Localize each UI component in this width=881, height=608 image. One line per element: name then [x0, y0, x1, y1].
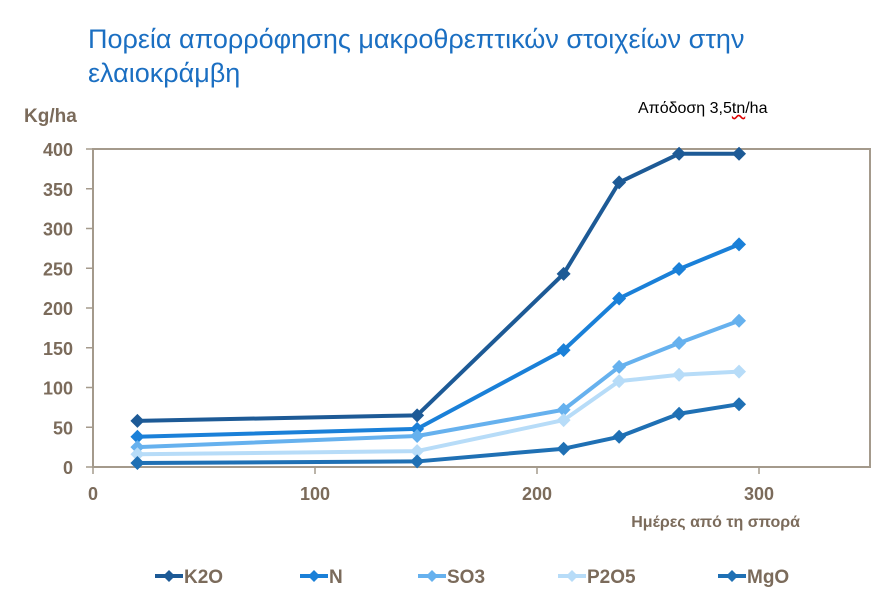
- y-tick-label: 300: [43, 220, 73, 240]
- yield-suffix: /ha: [745, 100, 768, 117]
- legend-label: N: [329, 567, 343, 588]
- data-point-k2o: [556, 266, 571, 281]
- data-point-p2o5: [130, 447, 145, 462]
- x-tick-label: 100: [300, 484, 330, 504]
- data-point-k2o: [130, 413, 145, 428]
- series-n: [130, 237, 747, 444]
- data-point-p2o5: [672, 367, 687, 382]
- data-point-mgo: [612, 429, 627, 444]
- data-point-p2o5: [556, 413, 571, 428]
- data-point-so3: [410, 428, 425, 443]
- legend-marker: [726, 570, 738, 582]
- data-point-k2o: [732, 146, 747, 161]
- y-tick-label: 200: [43, 299, 73, 319]
- legend-label: P2O5: [587, 567, 636, 588]
- data-point-mgo: [672, 406, 687, 421]
- legend-item-so3: SO3: [418, 567, 485, 588]
- data-point-n: [672, 262, 687, 277]
- data-point-p2o5: [732, 364, 747, 379]
- legend-item-p2o5: P2O5: [558, 567, 636, 588]
- x-tick-label: 300: [744, 484, 774, 504]
- series-line-p2o5: [137, 369, 740, 457]
- x-tick-label: 200: [522, 484, 552, 504]
- data-point-so3: [732, 313, 747, 328]
- data-point-so3: [672, 335, 687, 350]
- data-point-n: [130, 429, 145, 444]
- data-point-mgo: [130, 456, 145, 471]
- legend-item-mgo: MgO: [718, 567, 789, 588]
- data-point-n: [732, 237, 747, 252]
- legend-label: SO3: [447, 567, 485, 588]
- data-point-n: [556, 343, 571, 358]
- data-point-p2o5: [410, 444, 425, 459]
- y-tick-label: 400: [43, 140, 73, 160]
- y-tick-label: 150: [43, 339, 73, 359]
- data-point-so3: [130, 440, 145, 455]
- y-axis-label: Kg/ha: [24, 106, 77, 127]
- chart-title: Πορεία απορρόφησης μακροθρεπτικών στοιχε…: [88, 24, 745, 88]
- x-tick-label: 0: [88, 484, 98, 504]
- series-k2o: [130, 146, 747, 428]
- data-point-n: [612, 291, 627, 306]
- y-tick-label: 100: [43, 379, 73, 399]
- legend-label: K2O: [184, 567, 223, 588]
- series-line-so3: [137, 318, 740, 450]
- series-mgo: [130, 397, 747, 471]
- data-point-so3: [556, 402, 571, 417]
- series-line-mgo: [137, 402, 740, 466]
- yield-annotation: Απόδοση 3,5tn/ha: [638, 100, 767, 118]
- y-tick-label: 250: [43, 259, 73, 279]
- series-so3: [130, 313, 747, 455]
- data-point-n: [410, 421, 425, 436]
- data-point-p2o5: [612, 374, 627, 389]
- data-point-mgo: [732, 397, 747, 412]
- y-tick-label: 350: [43, 180, 73, 200]
- data-point-so3: [612, 359, 627, 374]
- legend-label: MgO: [747, 567, 789, 588]
- legend-marker: [426, 570, 438, 582]
- series-line-k2o: [137, 151, 740, 423]
- data-point-k2o: [410, 408, 425, 423]
- x-axis-label: Ημέρες από τη σπορά: [631, 514, 800, 531]
- y-tick-label: 50: [53, 418, 73, 438]
- legend-item-k2o: K2O: [155, 567, 223, 588]
- legend-marker: [308, 570, 320, 582]
- data-point-mgo: [410, 454, 425, 469]
- series-p2o5: [130, 364, 747, 462]
- data-point-mgo: [556, 441, 571, 456]
- yield-prefix: Απόδοση 3,5: [638, 100, 732, 117]
- series-line-n: [137, 242, 740, 439]
- legend-marker: [566, 570, 578, 582]
- data-point-k2o: [672, 146, 687, 161]
- data-point-k2o: [612, 175, 627, 190]
- legend-item-n: N: [300, 567, 343, 588]
- yield-unit-underlined: tn: [731, 100, 746, 117]
- y-tick-label: 0: [63, 458, 73, 478]
- legend-marker: [163, 570, 175, 582]
